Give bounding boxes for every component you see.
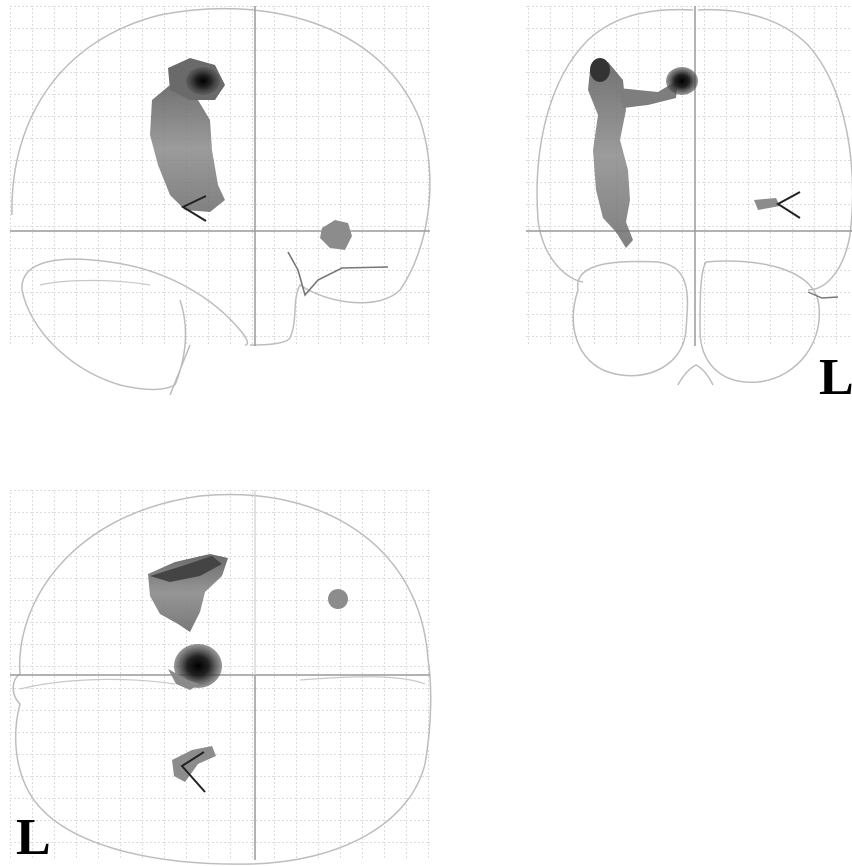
sagittal-cursor-icon [180, 195, 207, 222]
axial-activation-peak-halo [168, 669, 200, 690]
axial-temporal-outline [19, 676, 426, 690]
coronal-trace [807, 291, 839, 299]
axial-activation-lower [172, 746, 216, 782]
axial-cursor-icon [180, 751, 206, 793]
sagittal-activation-band [150, 85, 225, 212]
coronal-activation-small [754, 198, 780, 210]
sagittal-temporal-outline [39, 279, 151, 286]
coronal-cursor-icon [776, 191, 801, 219]
coronal-orientation-label: L [819, 349, 852, 406]
coronal-left-cerebellum-outline [572, 260, 689, 377]
axial-activation-peak [174, 644, 222, 688]
coronal-glass-brain [518, 0, 852, 400]
sagittal-brainstem-outline [169, 299, 191, 396]
axial-activation-cluster-dark [150, 556, 222, 582]
coronal-brainstem-outline [677, 364, 714, 386]
coronal-brain-outline [536, 8, 852, 291]
coronal-activation-column [588, 62, 633, 248]
axial-brain-outline [12, 493, 432, 865]
sagittal-grid [10, 6, 430, 346]
coronal-grid [526, 6, 852, 346]
axial-orientation-label: L [16, 809, 51, 866]
coronal-activation-peak-right [666, 67, 698, 95]
sagittal-ventricle-trace [287, 251, 389, 297]
axial-glass-brain [0, 484, 440, 865]
coronal-activation-peak-left [590, 58, 610, 82]
sagittal-glass-brain [0, 0, 440, 400]
sagittal-brain-outline [11, 7, 431, 346]
axial-activation-small [328, 589, 348, 609]
sagittal-activation-small [320, 220, 352, 250]
coronal-right-cerebellum-outline [699, 260, 821, 383]
coronal-activation-bridge [618, 80, 678, 108]
sagittal-activation-peak [186, 67, 220, 95]
sagittal-cerebellum-outline [21, 258, 249, 391]
